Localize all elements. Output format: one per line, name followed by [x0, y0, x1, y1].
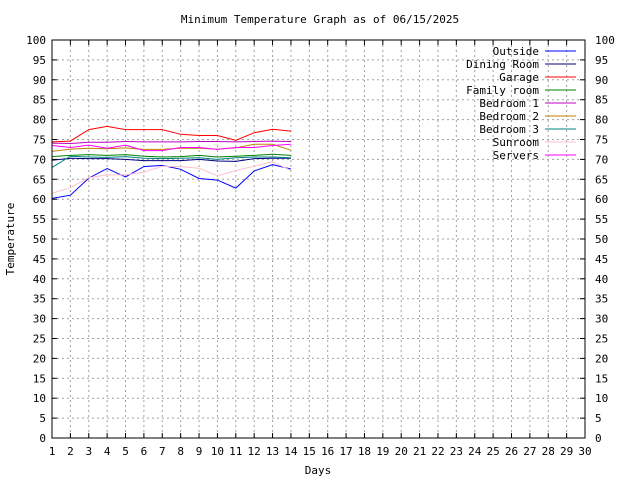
y-tick-label-left: 90: [33, 74, 46, 87]
legend-label-garage: Garage: [499, 71, 539, 84]
x-tick-label: 3: [85, 445, 92, 458]
y-tick-label-left: 80: [33, 114, 46, 127]
x-tick-label: 6: [141, 445, 148, 458]
series-line-bedroom-1: [51, 140, 291, 145]
series-line-dining-room: [51, 157, 291, 162]
legend-label-outside: Outside: [493, 45, 539, 58]
y-tick-label-right: 5: [595, 412, 602, 425]
series-line-sunroom: [51, 161, 292, 194]
x-axis-label: Days: [305, 464, 332, 477]
y-axis-label: Temperature: [4, 203, 17, 276]
y-tick-label-right: 10: [595, 392, 608, 405]
legend-label-family-room: Family room: [466, 84, 539, 97]
x-tick-label: 20: [395, 445, 408, 458]
y-tick-label-left: 70: [33, 153, 46, 166]
x-tick-label: 29: [560, 445, 573, 458]
legend-label-servers: Servers: [493, 149, 539, 162]
y-tick-label-left: 75: [33, 134, 46, 147]
x-tick-label: 28: [542, 445, 555, 458]
y-tick-label-right: 75: [595, 134, 608, 147]
x-tick-label: 8: [177, 445, 184, 458]
series-line-servers: [51, 143, 291, 152]
x-tick-label: 30: [578, 445, 591, 458]
y-tick-label-left: 20: [33, 352, 46, 365]
y-tick-label-left: 40: [33, 273, 46, 286]
y-tick-label-right: 20: [595, 352, 608, 365]
y-tick-label-right: 70: [595, 153, 608, 166]
y-tick-label-left: 5: [39, 412, 46, 425]
chart-title: Minimum Temperature Graph as of 06/15/20…: [181, 13, 459, 26]
y-tick-label-right: 50: [595, 233, 608, 246]
legend-label-bedroom-2: Bedroom 2: [479, 110, 539, 123]
y-tick-label-right: 25: [595, 333, 608, 346]
legend-label-bedroom-3: Bedroom 3: [479, 123, 539, 136]
y-tick-label-right: 35: [595, 293, 608, 306]
y-tick-label-right: 60: [595, 193, 608, 206]
y-tick-label-left: 50: [33, 233, 46, 246]
y-tick-label-right: 40: [595, 273, 608, 286]
y-tick-label-left: 0: [39, 432, 46, 445]
y-tick-label-right: 45: [595, 253, 608, 266]
series-layer: [51, 125, 292, 199]
y-tick-label-right: 85: [595, 94, 608, 107]
y-tick-label-right: 100: [595, 34, 615, 47]
y-tick-label-left: 60: [33, 193, 46, 206]
x-tick-label: 25: [486, 445, 499, 458]
x-tick-label: 10: [211, 445, 224, 458]
series-line-family-room: [51, 153, 291, 158]
y-tick-label-left: 30: [33, 313, 46, 326]
x-tick-label: 18: [358, 445, 371, 458]
y-tick-label-right: 15: [595, 372, 608, 385]
y-tick-label-left: 100: [26, 34, 46, 47]
legend-label-dining-room: Dining Room: [466, 58, 539, 71]
y-tick-label-right: 65: [595, 173, 608, 186]
x-tick-label: 11: [229, 445, 242, 458]
x-tick-label: 16: [321, 445, 334, 458]
y-tick-label-left: 95: [33, 54, 46, 67]
x-tick-label: 1: [49, 445, 56, 458]
y-tick-label-left: 10: [33, 392, 46, 405]
y-tick-label-right: 80: [595, 114, 608, 127]
x-tick-label: 21: [413, 445, 426, 458]
x-tick-label: 17: [339, 445, 352, 458]
y-tick-label-left: 85: [33, 94, 46, 107]
legend-label-bedroom-1: Bedroom 1: [479, 97, 539, 110]
y-tick-label-left: 25: [33, 333, 46, 346]
x-tick-label: 23: [450, 445, 463, 458]
y-tick-label-left: 35: [33, 293, 46, 306]
y-tick-label-right: 0: [595, 432, 602, 445]
x-tick-label: 4: [104, 445, 111, 458]
series-line-garage: [51, 125, 291, 143]
x-tick-label: 5: [122, 445, 129, 458]
y-tick-label-left: 55: [33, 213, 46, 226]
y-tick-label-right: 95: [595, 54, 608, 67]
series-line-bedroom-3: [51, 155, 291, 168]
y-tick-label-right: 90: [595, 74, 608, 87]
legend-label-sunroom: Sunroom: [493, 136, 540, 149]
grid-lines: [52, 40, 585, 438]
y-tick-label-left: 65: [33, 173, 46, 186]
y-tick-label-right: 30: [595, 313, 608, 326]
x-tick-label: 13: [266, 445, 279, 458]
x-tick-label: 2: [67, 445, 74, 458]
series-line-outside: [51, 164, 292, 199]
x-tick-label: 24: [468, 445, 482, 458]
x-tick-label: 19: [376, 445, 389, 458]
x-tick-label: 12: [248, 445, 261, 458]
x-tick-label: 7: [159, 445, 166, 458]
x-tick-label: 14: [284, 445, 298, 458]
x-tick-label: 9: [196, 445, 203, 458]
y-tick-label-left: 45: [33, 253, 46, 266]
x-tick-label: 15: [303, 445, 316, 458]
x-tick-label: 22: [431, 445, 444, 458]
y-tick-label-left: 15: [33, 372, 46, 385]
y-tick-label-right: 55: [595, 213, 608, 226]
x-tick-label: 26: [505, 445, 518, 458]
x-tick-label: 27: [523, 445, 536, 458]
